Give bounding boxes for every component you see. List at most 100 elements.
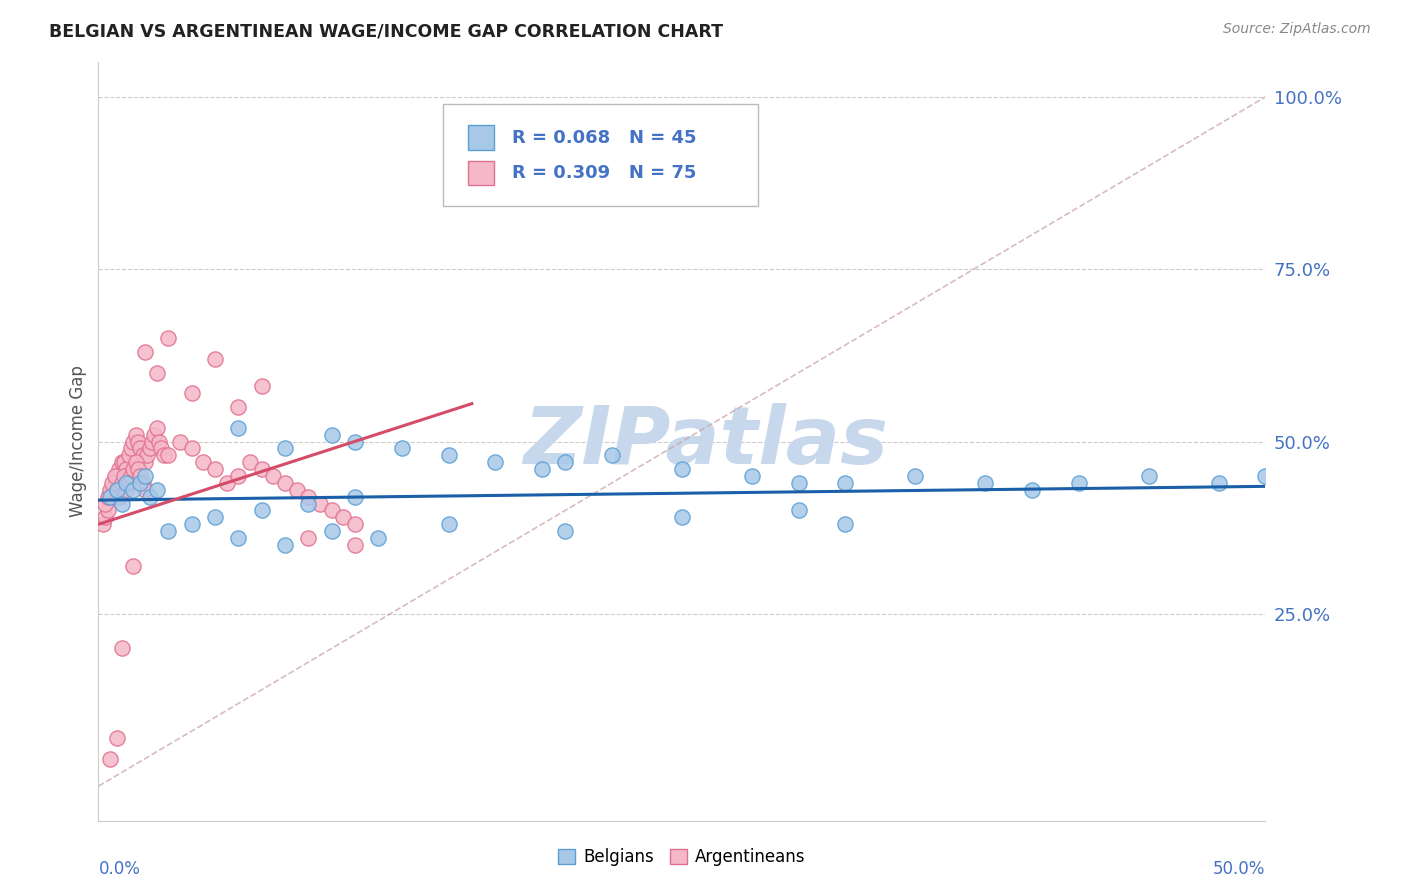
Point [115,462,138,476]
Point [309,497,332,511]
Point [146,483,169,497]
Point [228,400,250,414]
Point [150,442,173,456]
Point [105,483,128,497]
Point [250,379,273,393]
Text: 0.0%: 0.0% [98,860,141,878]
Point [787,475,810,490]
Point [112,469,135,483]
Text: ZIPatlas: ZIPatlas [523,402,887,481]
Point [115,483,138,497]
Point [108,490,131,504]
Point [1067,475,1090,490]
Point [274,442,297,456]
Point [1208,475,1230,490]
Point [321,427,343,442]
Point [204,462,226,476]
Point [118,448,141,462]
Point [94,510,117,524]
Text: Source: ZipAtlas.com: Source: ZipAtlas.com [1223,22,1371,37]
Point [134,455,156,469]
Point [1137,469,1160,483]
FancyBboxPatch shape [468,126,494,150]
Point [143,427,166,442]
Point [215,475,238,490]
Point [530,462,553,476]
Point [297,497,319,511]
Point [134,345,156,359]
Legend: Belgians, Argentineans: Belgians, Argentineans [551,842,813,873]
Y-axis label: Wage/Income Gap: Wage/Income Gap [69,366,87,517]
Point [228,469,250,483]
Point [122,462,145,476]
Point [122,483,145,497]
Point [437,517,460,532]
Point [148,434,170,449]
Text: R = 0.309   N = 75: R = 0.309 N = 75 [512,164,696,182]
Point [111,497,134,511]
Point [111,641,134,656]
Point [180,442,202,456]
Point [105,731,128,745]
Point [104,475,127,490]
Point [239,455,262,469]
Point [344,517,367,532]
Point [120,442,142,456]
Point [297,531,319,545]
Point [98,483,121,497]
Point [94,497,117,511]
Point [671,462,693,476]
Point [344,538,367,552]
Point [204,510,226,524]
Point [250,503,273,517]
Point [111,475,134,490]
Point [127,434,149,449]
Point [285,483,308,497]
Point [122,558,145,573]
Point [193,455,215,469]
Point [118,475,141,490]
Point [105,483,128,497]
Point [391,442,413,456]
Point [125,455,148,469]
Text: BELGIAN VS ARGENTINEAN WAGE/INCOME GAP CORRELATION CHART: BELGIAN VS ARGENTINEAN WAGE/INCOME GAP C… [49,22,723,40]
Point [120,469,142,483]
Point [134,469,156,483]
Point [98,490,121,504]
Point [204,351,226,366]
Point [600,448,623,462]
Point [297,490,319,504]
Point [169,434,191,449]
Point [157,448,180,462]
Point [554,455,576,469]
Point [1021,483,1043,497]
FancyBboxPatch shape [468,161,494,186]
Point [437,448,460,462]
Point [105,469,128,483]
Point [974,475,997,490]
Point [112,455,135,469]
Point [1254,469,1277,483]
Point [152,448,174,462]
Point [834,475,856,490]
Point [125,427,148,442]
Point [274,475,297,490]
Point [344,434,367,449]
Point [787,503,810,517]
Text: R = 0.068   N = 45: R = 0.068 N = 45 [512,128,696,146]
Point [834,517,856,532]
Point [262,469,284,483]
Point [98,490,121,504]
Point [136,448,159,462]
Point [132,475,155,490]
Point [344,490,367,504]
Point [127,462,149,476]
Point [134,483,156,497]
Point [115,475,138,490]
Point [122,434,145,449]
Point [108,462,131,476]
Point [157,331,180,345]
Point [180,517,202,532]
Point [228,531,250,545]
Point [146,366,169,380]
